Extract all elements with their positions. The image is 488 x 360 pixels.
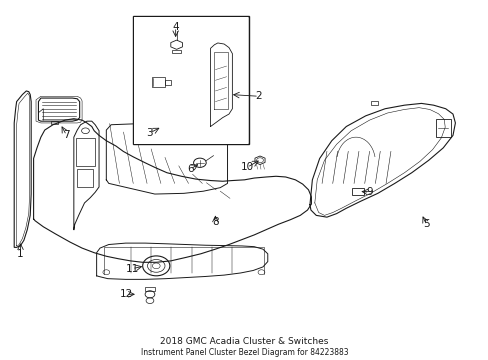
Bar — [172, 50, 181, 53]
Text: 6: 6 — [186, 164, 193, 174]
Text: 4: 4 — [172, 22, 179, 32]
Text: 8: 8 — [212, 217, 218, 227]
Text: 7: 7 — [63, 130, 70, 140]
Text: 3: 3 — [146, 128, 153, 138]
Text: 11: 11 — [125, 264, 139, 274]
Bar — [133, 16, 249, 144]
Text: 2018 GMC Acadia Cluster & Switches: 2018 GMC Acadia Cluster & Switches — [160, 337, 328, 346]
Text: Instrument Panel Cluster Bezel Diagram for 84223883: Instrument Panel Cluster Bezel Diagram f… — [141, 348, 347, 357]
Text: 12: 12 — [120, 289, 133, 299]
Text: 10: 10 — [240, 162, 253, 172]
Text: 5: 5 — [422, 219, 429, 229]
Text: 2: 2 — [255, 91, 262, 101]
Bar — [134, 17, 248, 144]
Text: 1: 1 — [17, 249, 24, 260]
Text: 9: 9 — [366, 187, 372, 197]
